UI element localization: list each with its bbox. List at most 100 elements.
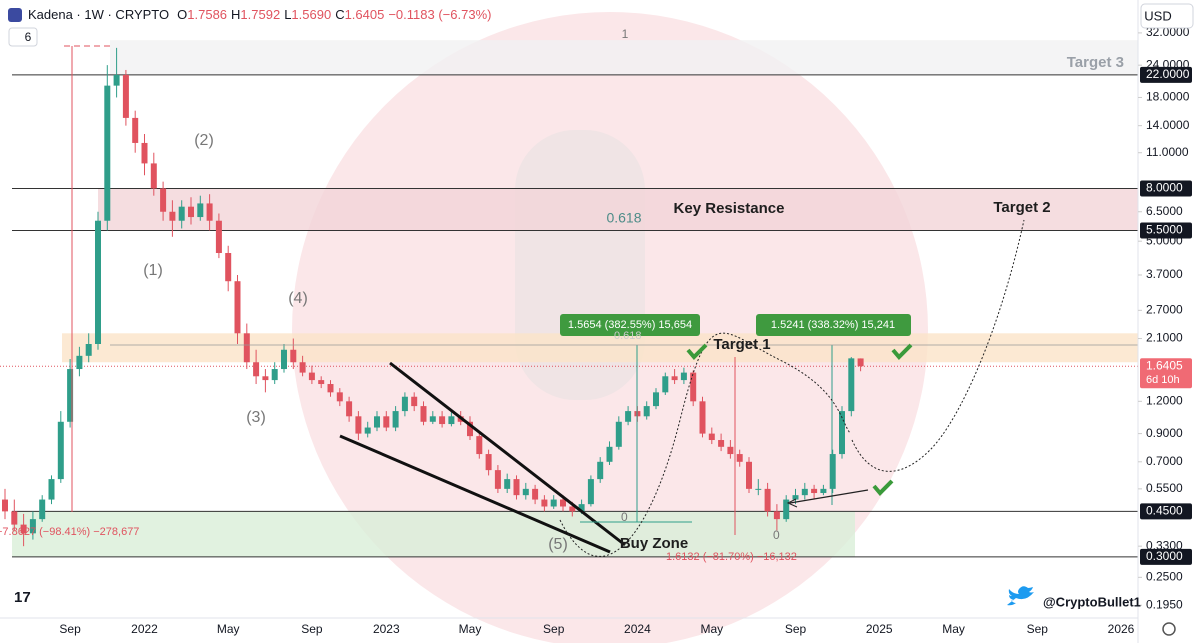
settings-icon[interactable] — [1162, 622, 1176, 636]
y-tick-label: 18.0000 — [1146, 90, 1190, 104]
wedge-upper — [389, 361, 626, 547]
level-tag — [1140, 503, 1192, 520]
candle-body — [141, 142, 148, 164]
candle-body — [587, 479, 594, 505]
candle-body — [820, 488, 827, 494]
x-tick-label: Sep — [543, 622, 565, 636]
candle-body — [448, 416, 455, 425]
candle-body — [95, 220, 101, 345]
change: −0.1183 (−6.73%) — [388, 7, 491, 22]
candle-body — [578, 504, 585, 512]
candle-body — [857, 358, 864, 367]
candle-body — [839, 411, 845, 455]
candle-body — [439, 416, 446, 425]
candle-body — [727, 446, 734, 455]
last-price-label: 1.6405 — [1146, 358, 1183, 372]
candle-body — [848, 358, 855, 412]
candle-body — [2, 499, 8, 512]
fib-label: 0 — [621, 510, 628, 524]
wedge-lower — [339, 434, 611, 554]
x-tick-label: Sep — [59, 622, 81, 636]
wave-label: (1) — [143, 262, 163, 279]
measure-box — [560, 314, 700, 336]
candle-body — [243, 333, 250, 363]
y-tick-label: 0.3300 — [1146, 538, 1183, 552]
candle-body — [262, 376, 269, 381]
candle-body — [597, 461, 604, 480]
candle-body — [718, 440, 725, 447]
fib-label: 0 — [773, 528, 780, 542]
symbol-icon — [8, 8, 22, 22]
candle-body — [708, 433, 715, 441]
candle-body — [494, 470, 501, 489]
candle-body — [625, 411, 632, 422]
candle-body — [336, 392, 343, 402]
y-tick-label: 2.1000 — [1146, 331, 1183, 345]
candle-body — [411, 396, 418, 407]
candle-body — [550, 499, 557, 507]
candle-body — [653, 392, 659, 407]
handle: @CryptoBullet1 — [1043, 594, 1141, 609]
arrow-head — [786, 498, 798, 508]
candle-body — [569, 506, 576, 512]
candle-body — [690, 372, 697, 402]
candle-body — [355, 416, 362, 434]
indicator-count[interactable]: 6 — [25, 30, 32, 44]
candle-body — [671, 376, 678, 381]
x-tick-label: Sep — [1027, 622, 1049, 636]
x-tick-label: 2025 — [866, 622, 893, 636]
measure-label: 1.5654 (382.55%) 15,654 — [568, 319, 692, 331]
level-tag — [1140, 548, 1192, 565]
candle-body — [85, 344, 92, 356]
currency-button[interactable] — [1140, 3, 1194, 29]
indicator-toggle[interactable] — [8, 27, 38, 47]
y-tick-label: 0.1950 — [1146, 597, 1183, 611]
candle-body — [504, 479, 511, 489]
x-tick-label: 2022 — [131, 622, 158, 636]
logo: 17 — [14, 589, 31, 606]
candle-body — [680, 372, 687, 381]
candle-body — [234, 281, 241, 334]
level-label: 5.5000 — [1146, 223, 1183, 237]
target-label: Target 3 — [1067, 54, 1124, 71]
y-tick-label: 0.2500 — [1146, 570, 1183, 584]
candle-body — [513, 479, 520, 496]
candle-body — [132, 117, 139, 143]
currency[interactable]: USD — [1144, 8, 1171, 23]
candle-body — [318, 380, 325, 385]
candle-body — [281, 349, 287, 370]
value: 1.6405 — [345, 7, 385, 22]
candle-body — [792, 495, 799, 500]
candle-body — [178, 206, 185, 221]
value: 1.7586 — [187, 7, 227, 22]
wave-label: (3) — [246, 409, 266, 426]
candle-body — [271, 369, 278, 381]
y-tick-label: 11.0000 — [1146, 145, 1189, 159]
y-tick-label: 32.0000 — [1146, 25, 1190, 39]
candle-body — [773, 511, 780, 520]
label: L — [284, 7, 291, 22]
y-tick-label: 0.7000 — [1146, 454, 1183, 468]
measure-box — [756, 314, 911, 336]
x-tick-label: May — [217, 622, 240, 636]
candle-body — [290, 349, 297, 363]
candle-body — [736, 454, 743, 462]
candle-body — [39, 499, 46, 520]
wave-label: (4) — [288, 290, 308, 307]
target-label: Target 2 — [993, 199, 1050, 216]
candle-body — [522, 488, 529, 496]
fib-label: 1 — [622, 27, 629, 41]
candle-body — [160, 188, 167, 212]
measure-label: −7.8627 (−98.41%) −278,677 — [0, 526, 139, 538]
candle-body — [811, 488, 818, 494]
candle-body — [327, 384, 334, 393]
candle-body — [308, 372, 315, 381]
zone-label: Key Resistance — [674, 200, 785, 217]
candle-body — [169, 211, 176, 221]
candle-body — [746, 461, 752, 489]
candle-body — [150, 163, 157, 189]
label: C — [335, 7, 344, 22]
candle-body — [67, 369, 74, 422]
candle-body — [829, 454, 836, 489]
